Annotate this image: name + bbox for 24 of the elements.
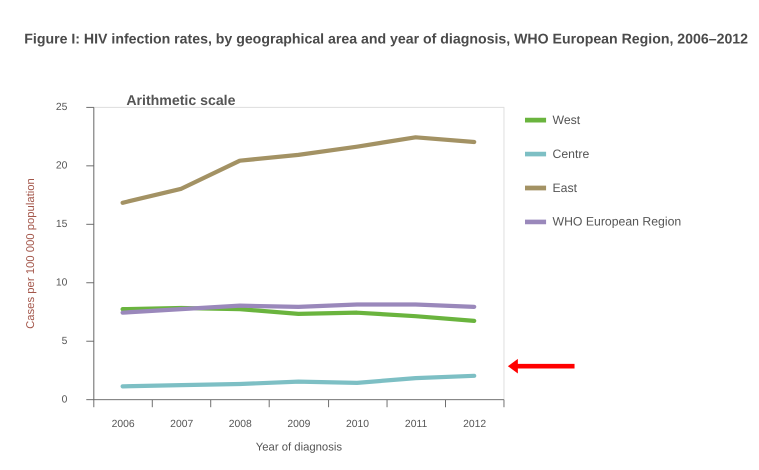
x-tick-label: 2009 xyxy=(287,419,311,430)
y-tick-label: 5 xyxy=(62,336,68,348)
x-tick-label: 2007 xyxy=(170,419,194,430)
y-tick-label: 25 xyxy=(56,102,68,114)
legend-label: West xyxy=(552,112,581,127)
line-series xyxy=(120,135,476,205)
chart-subtitle: Arithmetic scale xyxy=(126,92,236,108)
y-tick-label: 15 xyxy=(56,219,68,230)
x-tick-label: 2006 xyxy=(112,419,135,430)
x-tick-label: 2008 xyxy=(228,419,252,430)
x-axis-title: Year of diagnosis xyxy=(256,442,342,454)
x-tick-label: 2010 xyxy=(346,419,370,430)
y-tick-label: 10 xyxy=(56,278,68,289)
x-tick-label: 2012 xyxy=(463,419,486,430)
y-tick-label: 0 xyxy=(62,394,68,406)
y-axis-title: Cases per 100 000 population xyxy=(25,178,38,329)
legend-label: East xyxy=(552,180,578,195)
x-tick-label: 2011 xyxy=(404,419,428,430)
line-series xyxy=(120,302,476,315)
chart-title: Figure I: HIV infection rates, by geographical area and year of diagnosis, WHO European Region, 2006–2012 xyxy=(24,30,748,47)
line-series xyxy=(120,374,476,388)
y-tick-label: 20 xyxy=(56,160,68,172)
legend-label: Centre xyxy=(552,146,590,161)
legend-label: WHO European Region xyxy=(552,214,682,229)
